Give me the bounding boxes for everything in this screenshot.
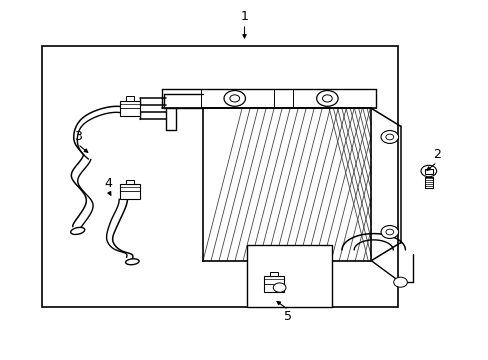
Circle shape	[322, 95, 331, 102]
Ellipse shape	[125, 259, 139, 265]
Bar	[264, 276, 283, 292]
Circle shape	[224, 90, 245, 106]
Text: 1: 1	[240, 10, 248, 23]
Circle shape	[229, 95, 239, 102]
Ellipse shape	[71, 228, 84, 234]
Circle shape	[380, 131, 398, 143]
Circle shape	[273, 283, 285, 292]
Bar	[42, 45, 397, 307]
Circle shape	[380, 226, 398, 238]
Bar	[424, 168, 432, 174]
Text: 2: 2	[432, 148, 440, 161]
Bar	[120, 184, 140, 199]
Circle shape	[385, 229, 393, 235]
Bar	[126, 180, 134, 184]
Circle shape	[385, 134, 393, 140]
Text: 4: 4	[104, 177, 112, 190]
Bar	[246, 244, 331, 307]
Text: 3: 3	[74, 130, 81, 144]
Circle shape	[316, 90, 337, 106]
Text: 5: 5	[284, 310, 292, 324]
Circle shape	[420, 165, 436, 177]
Bar	[269, 272, 277, 276]
Bar	[120, 101, 140, 116]
Circle shape	[393, 277, 407, 287]
Bar	[126, 96, 134, 101]
